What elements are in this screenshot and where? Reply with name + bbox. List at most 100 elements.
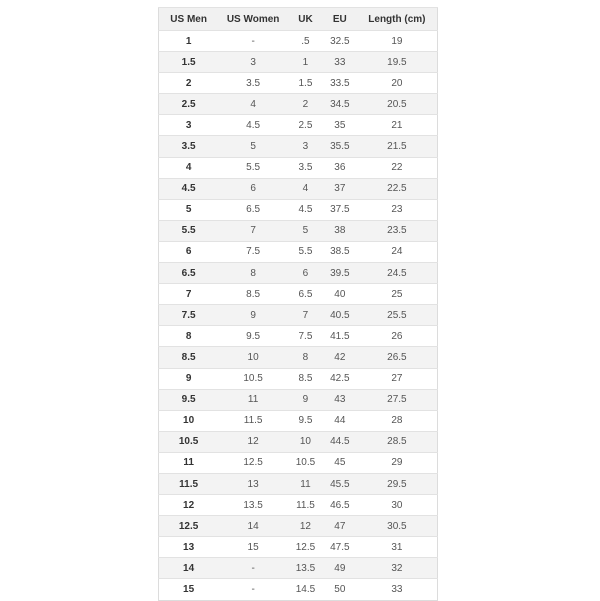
cell-us-men: 12.5 [158,515,219,537]
cell-us-men: 14 [158,557,219,579]
cell-us-men: 8 [158,325,219,347]
table-row: 5.5 7 5 38 23.5 [158,219,438,242]
cell-us-men: 11.5 [158,472,219,495]
cell-us-men: 2 [158,72,219,94]
table-row: 1- .5 32.5 19 [158,29,438,52]
table-row: 13 15 12.5 47.5 31 [158,536,438,558]
cell-us-women: 10 [218,346,288,368]
cell-eu: 46.5 [322,494,357,516]
cell-eu: 40 [322,283,357,305]
cell-us-women: 15 [218,536,288,558]
cell-us-men: 1.5 [158,51,219,73]
cell-length: 19 [356,29,438,52]
cell-length: 22 [356,156,438,179]
header-row: US Men US Women UK EU Length (cm) [158,7,438,31]
cell-eu: 40.5 [322,304,357,326]
cell-us-women: 8.5 [218,283,288,305]
cell-eu: 33.5 [322,72,357,94]
cell-eu: 37 [322,177,357,200]
cell-length: 25.5 [356,304,438,326]
cell-length: 31 [356,536,438,558]
table-row: 12.5 14 12 47 30.5 [158,515,438,537]
cell-eu: 35 [322,114,357,136]
cell-eu: 34.5 [322,93,357,115]
cell-us-men: 6 [158,240,219,263]
cell-us-men: 10.5 [158,430,219,453]
table-row: 8 9.5 7.5 41.5 26 [158,325,438,347]
cell-uk: 4 [288,177,323,200]
cell-us-women: 6 [218,177,288,200]
cell-eu: 35.5 [322,135,357,158]
cell-us-men: 5 [158,198,219,221]
table-row: 10.5 12 10 44.5 28.5 [158,430,438,453]
size-chart-table: US Men US Women UK EU Length (cm) 1- .5 32… [158,7,438,601]
cell-uk: 2 [288,93,323,115]
cell-length: 27 [356,367,438,390]
cell-eu: 32.5 [322,29,357,52]
cell-uk: 11 [288,472,323,495]
cell-length: 21.5 [356,135,438,158]
cell-uk: 6.5 [288,283,323,305]
cell-length: 29.5 [356,472,438,495]
cell-uk: 12.5 [288,536,323,558]
cell-us-women: 11 [218,388,288,411]
cell-length: 28.5 [356,430,438,453]
cell-us-men: 12 [158,494,219,516]
cell-us-women: 10.5 [218,367,288,390]
table-row: 2.5 4 2 34.5 20.5 [158,93,438,115]
cell-uk: 5 [288,219,323,242]
cell-length: 27.5 [356,388,438,411]
table-row: 8.5 10 8 42 26.5 [158,346,438,368]
cell-eu: 49 [322,557,357,579]
cell-us-men: 11 [158,451,219,474]
table-row: 7 8.5 6.5 40 25 [158,283,438,305]
cell-us-men: 6.5 [158,262,219,284]
cell-us-women: - [218,557,288,579]
table-row: 3.5 5 3 35.5 21.5 [158,135,438,158]
cell-eu: 39.5 [322,262,357,284]
cell-eu: 47 [322,515,357,537]
cell-uk: 7.5 [288,325,323,347]
table-row: 1.5 3 1 33 19.5 [158,51,438,73]
cell-eu: 45 [322,451,357,474]
cell-length: 33 [356,578,438,601]
cell-us-women: 5 [218,135,288,158]
cell-length: 23.5 [356,219,438,242]
cell-us-men: 13 [158,536,219,558]
table-row: 12 13.5 11.5 46.5 30 [158,494,438,516]
cell-us-men: 3.5 [158,135,219,158]
cell-eu: 38.5 [322,240,357,263]
cell-eu: 45.5 [322,472,357,495]
cell-uk: 3 [288,135,323,158]
header-us-men: US Men [158,7,219,31]
cell-uk: 13.5 [288,557,323,579]
cell-eu: 33 [322,51,357,73]
cell-uk: 10.5 [288,451,323,474]
cell-length: 22.5 [356,177,438,200]
cell-us-men: 1 [158,29,219,52]
cell-us-women: 13 [218,472,288,495]
cell-us-women: 9.5 [218,325,288,347]
cell-us-men: 2.5 [158,93,219,115]
cell-eu: 44.5 [322,430,357,453]
table-row: 7.5 9 7 40.5 25.5 [158,304,438,326]
cell-length: 30 [356,494,438,516]
cell-length: 21 [356,114,438,136]
table-row: 15-14.5 50 33 [158,578,438,601]
cell-length: 20.5 [356,93,438,115]
cell-us-women: 9 [218,304,288,326]
cell-us-women: 7 [218,219,288,242]
cell-eu: 47.5 [322,536,357,558]
cell-us-women: - [218,29,288,52]
cell-length: 23 [356,198,438,221]
cell-eu: 50 [322,578,357,601]
cell-us-women: 3.5 [218,72,288,94]
cell-us-men: 15 [158,578,219,601]
cell-us-women: 3 [218,51,288,73]
header-length: Length (cm) [356,7,438,31]
cell-eu: 37.5 [322,198,357,221]
cell-us-women: 12.5 [218,451,288,474]
cell-us-men: 5.5 [158,219,219,242]
cell-uk: .5 [288,29,323,52]
cell-eu: 38 [322,219,357,242]
